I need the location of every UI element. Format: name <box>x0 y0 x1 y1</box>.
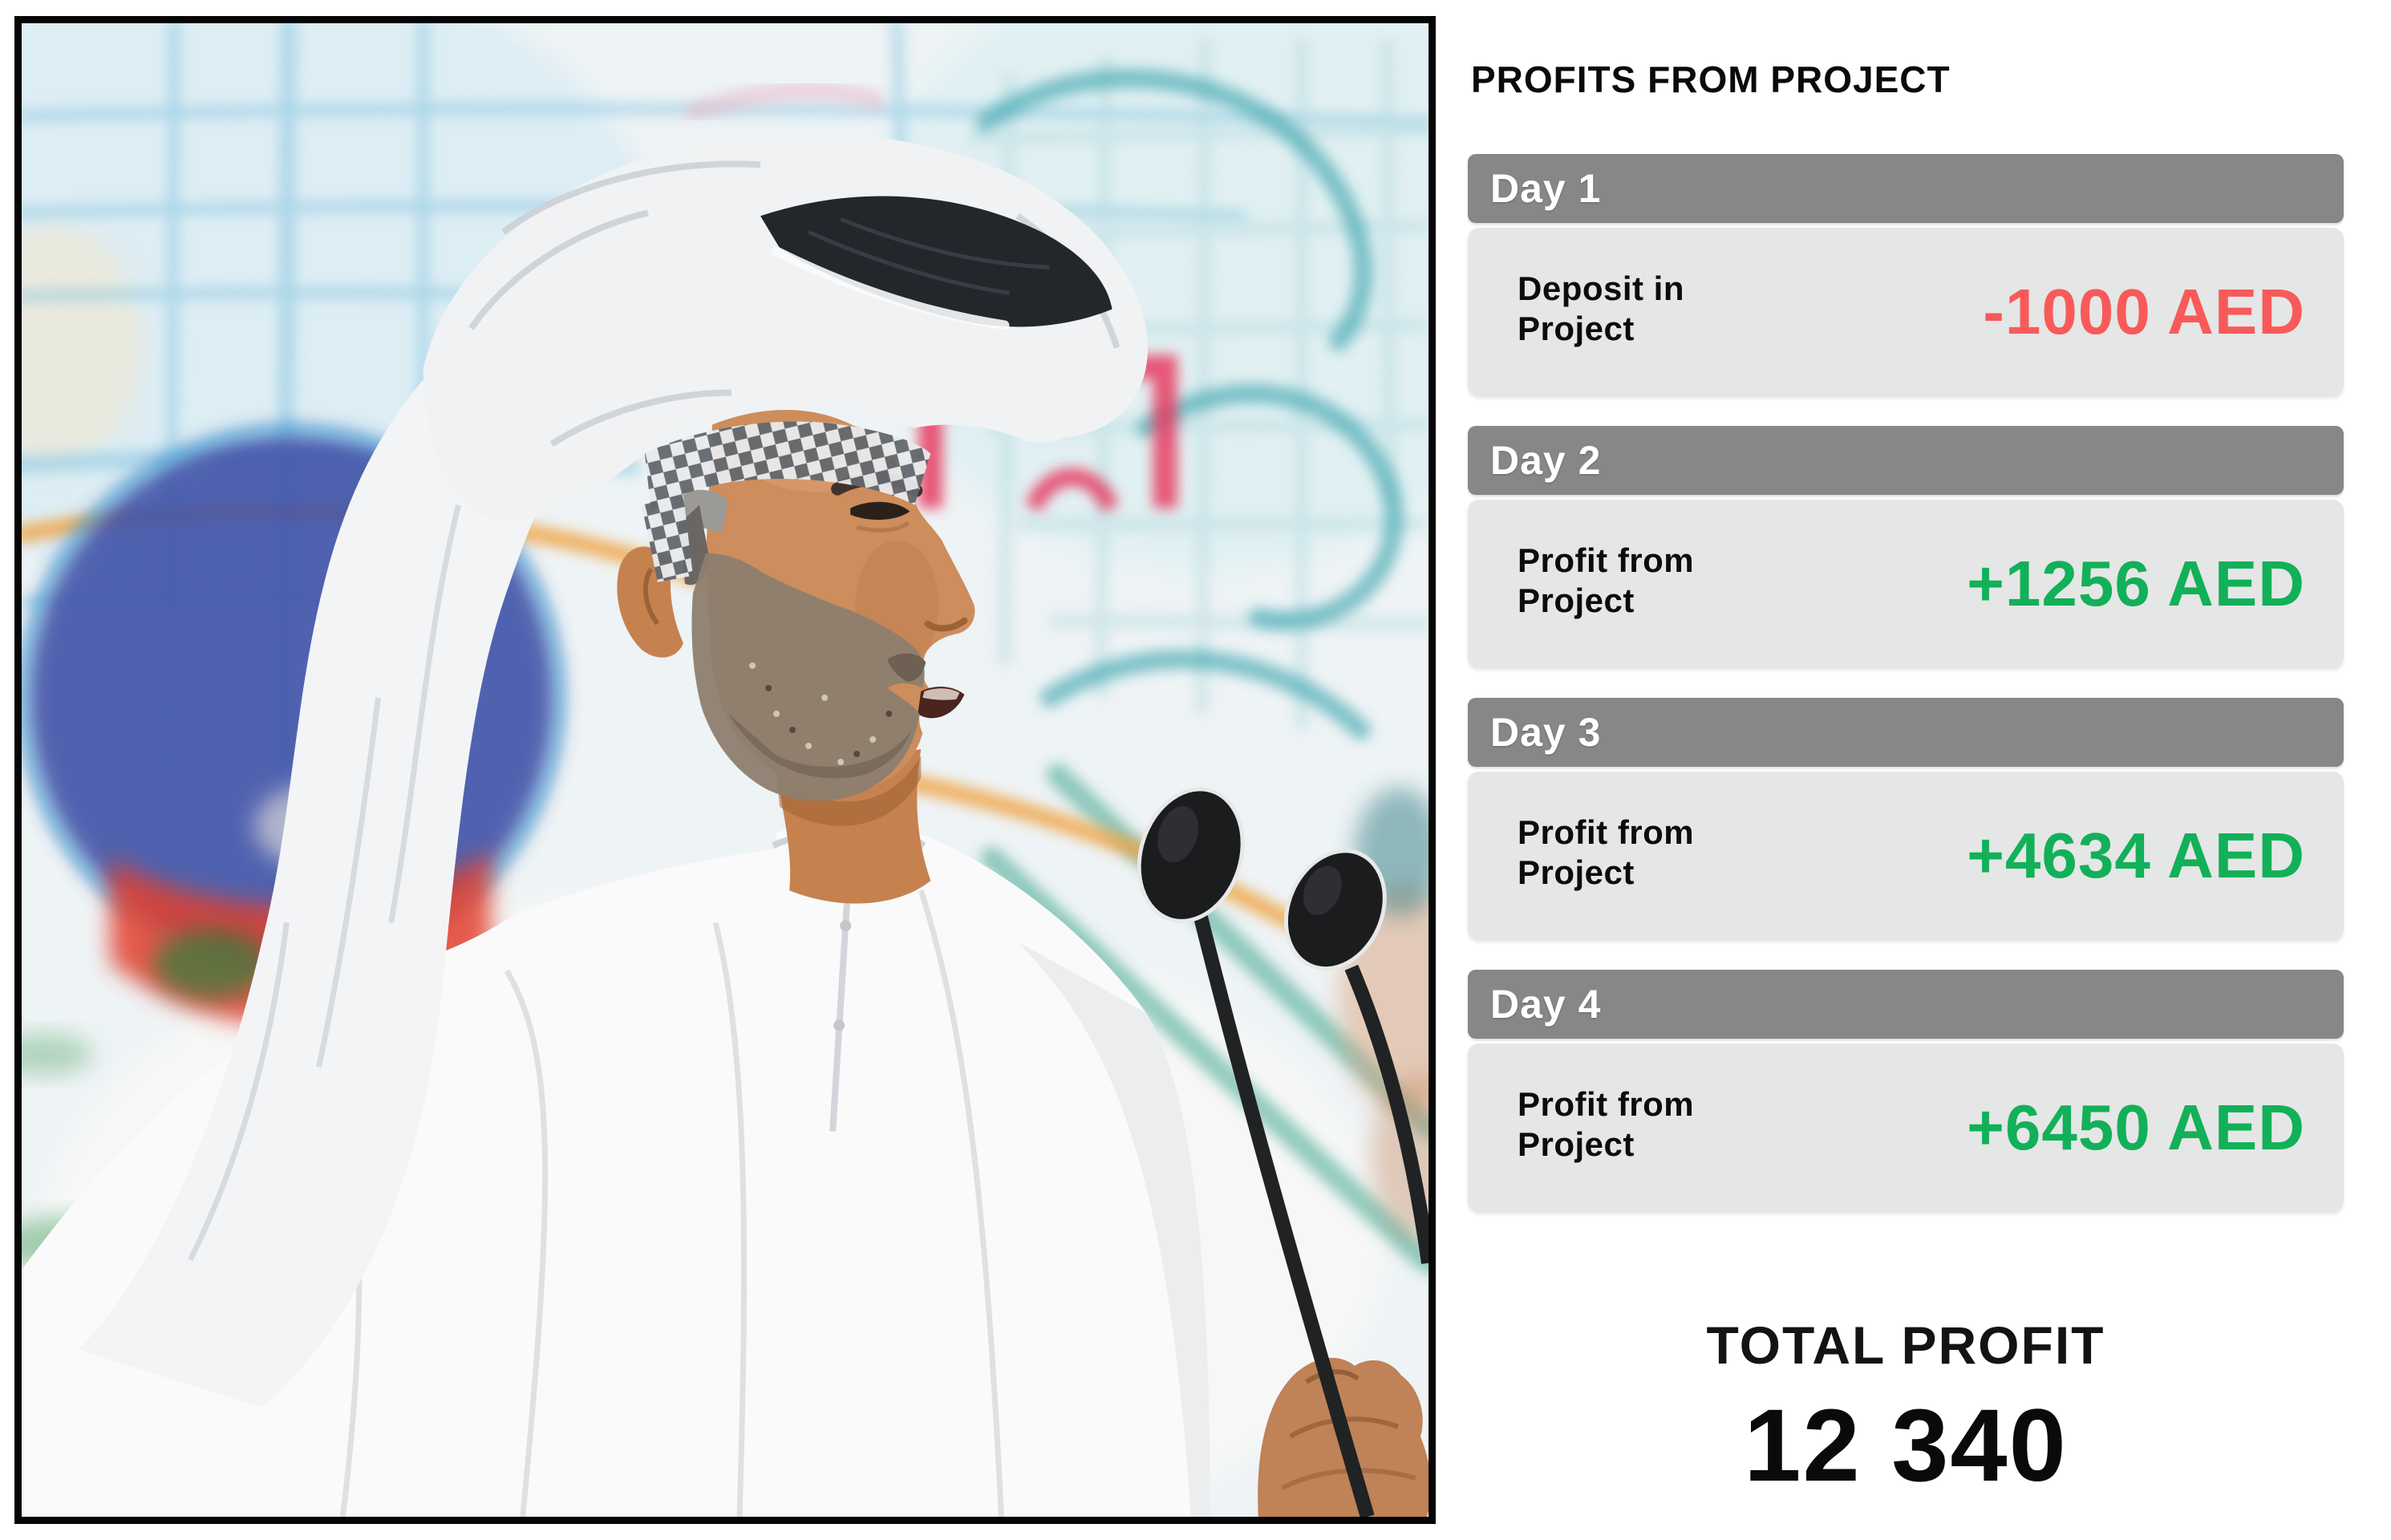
day-3-body: Profit from Project +4634 AED <box>1468 772 2344 940</box>
day-card-3: Day 3 Profit from Project +4634 AED <box>1468 698 2344 940</box>
day-1-body: Deposit in Project -1000 AED <box>1468 228 2344 396</box>
day-4-header: Day 4 <box>1468 970 2344 1039</box>
day-2-description: Profit from Project <box>1518 541 1695 619</box>
day-4-description: Profit from Project <box>1518 1085 1695 1163</box>
day-3-header: Day 3 <box>1468 698 2344 767</box>
day-2-amount: +1256 AED <box>1967 548 2305 619</box>
day-2-header: Day 2 <box>1468 426 2344 495</box>
total-profit-label: TOTAL PROFIT <box>1706 1315 2105 1375</box>
mesh-band <box>641 421 931 582</box>
microphone-right <box>1283 849 1429 1264</box>
day-3-label: Day 3 <box>1490 710 1602 755</box>
day-1-label: Day 1 <box>1490 166 1602 211</box>
microphone-left <box>1137 787 1375 1517</box>
speaker-photo-illustration <box>22 23 1429 1517</box>
day-card-2: Day 2 Profit from Project +1256 AED <box>1468 426 2344 668</box>
headdress-tail <box>78 304 619 1408</box>
total-profit-value: 12 340 <box>1744 1388 2068 1503</box>
day-card-1: Day 1 Deposit in Project -1000 AED <box>1468 154 2344 396</box>
day-4-label: Day 4 <box>1490 982 1602 1027</box>
day-4-amount: +6450 AED <box>1967 1092 2305 1163</box>
profits-panel: PROFITS FROM PROJECT Day 1 Deposit in Pr… <box>1468 47 2344 1505</box>
day-2-body: Profit from Project +1256 AED <box>1468 500 2344 668</box>
eye <box>850 501 910 521</box>
beard <box>691 553 926 801</box>
day-4-body: Profit from Project +6450 AED <box>1468 1044 2344 1212</box>
day-1-header: Day 1 <box>1468 154 2344 223</box>
speaker-figure <box>22 133 1429 1517</box>
day-2-label: Day 2 <box>1490 438 1602 483</box>
nostril <box>924 617 968 632</box>
headdress-fold-shadow <box>760 196 1112 327</box>
day-3-amount: +4634 AED <box>1967 820 2305 891</box>
microphones <box>1137 787 1429 1517</box>
day-card-4: Day 4 Profit from Project +6450 AED <box>1468 970 2344 1212</box>
day-3-description: Profit from Project <box>1518 813 1695 891</box>
speaker-photo <box>14 16 1436 1524</box>
day-1-description: Deposit in Project <box>1518 270 1685 347</box>
panel-title: PROFITS FROM PROJECT <box>1471 59 1951 100</box>
total-block: TOTAL PROFIT 12 340 <box>1468 1315 2344 1505</box>
day-1-amount: -1000 AED <box>1983 276 2305 347</box>
headdress <box>423 133 1149 582</box>
